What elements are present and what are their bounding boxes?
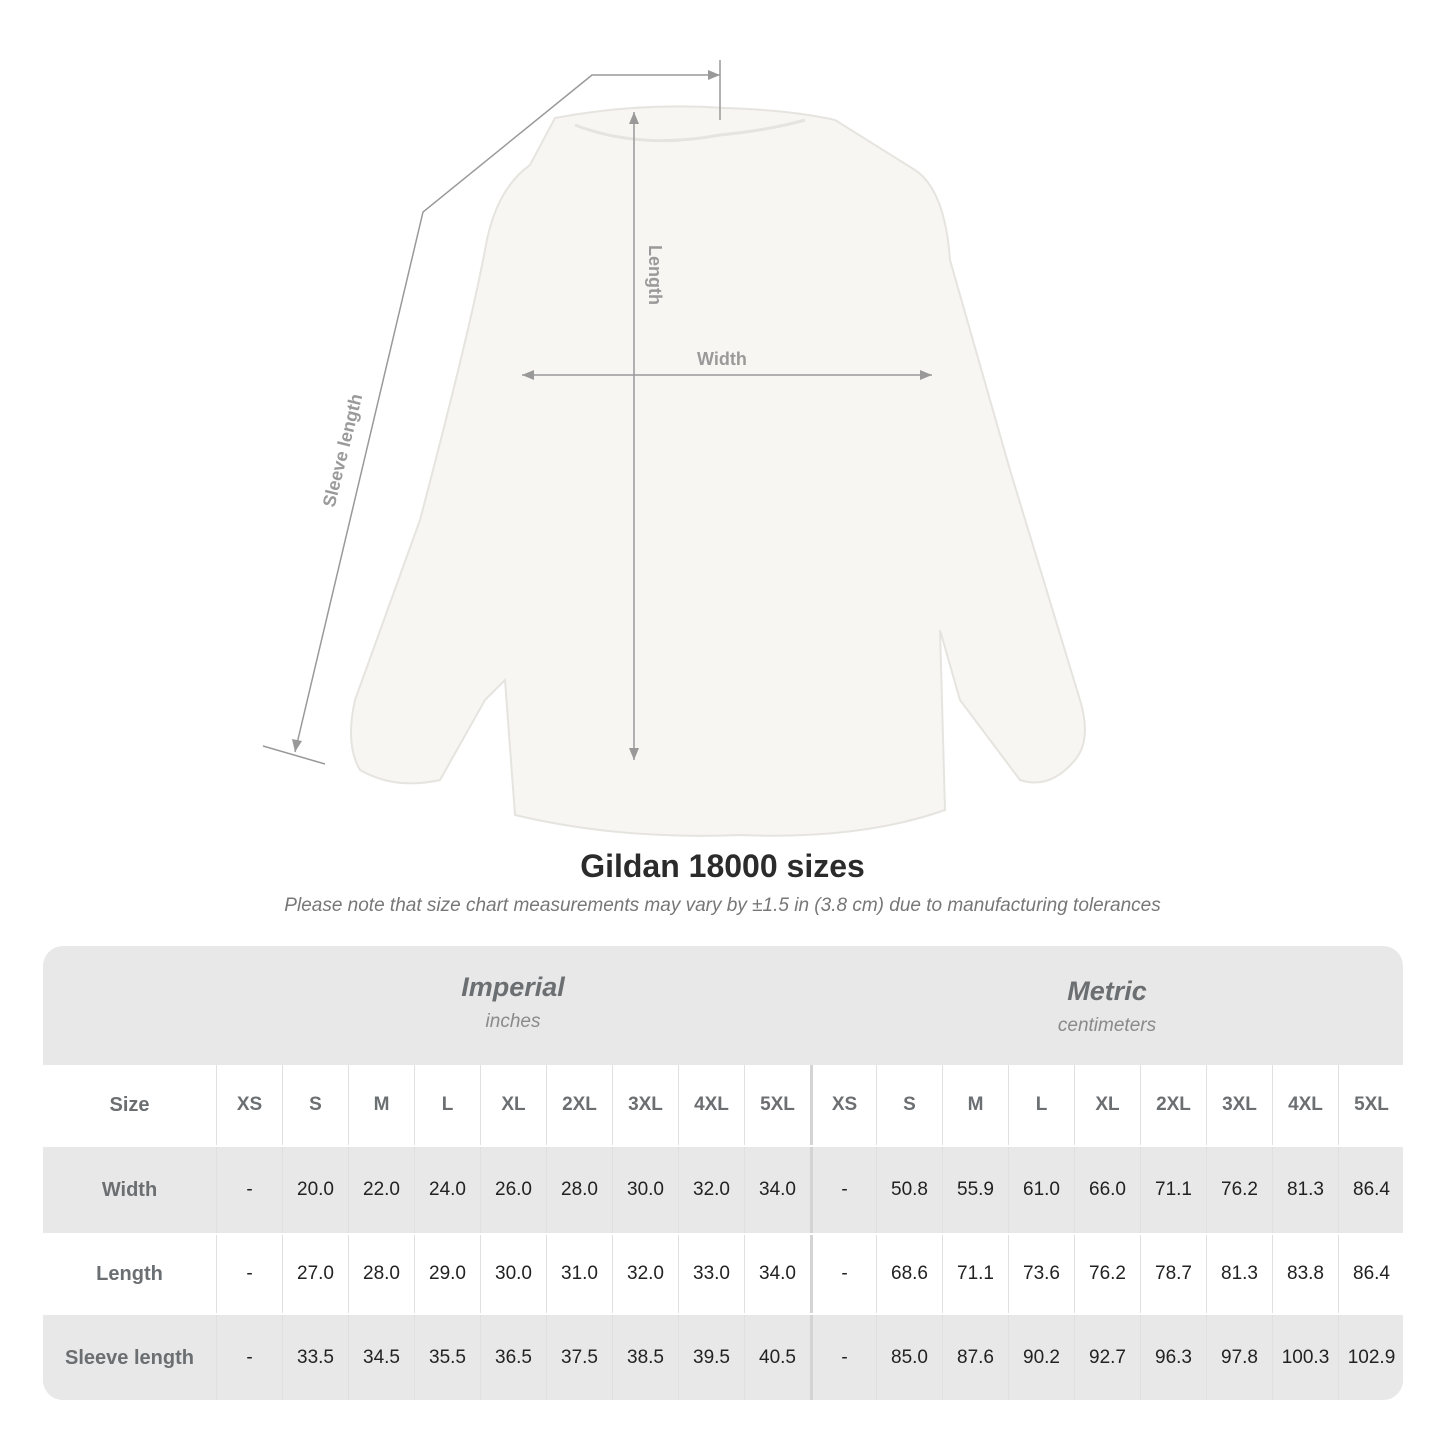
sweatshirt-diagram xyxy=(262,60,1086,837)
table-cell: 61.0 xyxy=(1008,1147,1074,1233)
table-cell: 83.8 xyxy=(1272,1235,1338,1313)
table-cell: 92.7 xyxy=(1074,1315,1140,1400)
size-imperial-xs: XS xyxy=(216,1065,282,1145)
size-imperial-m: M xyxy=(348,1065,414,1145)
table-cell: 29.0 xyxy=(414,1235,480,1313)
imperial-subtitle: inches xyxy=(485,1011,541,1032)
table-cell: 86.4 xyxy=(1338,1147,1403,1233)
table-cell: 37.5 xyxy=(546,1315,612,1400)
row-label: Width xyxy=(43,1147,216,1233)
table-cell: 68.6 xyxy=(876,1235,942,1313)
table-cell: 97.8 xyxy=(1206,1315,1272,1400)
table-cell: 30.0 xyxy=(612,1147,678,1233)
width-label: Width xyxy=(697,349,747,369)
table-cell: 35.5 xyxy=(414,1315,480,1400)
table-cell: 81.3 xyxy=(1206,1235,1272,1313)
table-cell: 24.0 xyxy=(414,1147,480,1233)
size-grid: Size XS S M L XL 2XL 3XL 4XL 5XL XS S M L XL 2XL 3XL 4XL 5… xyxy=(43,1065,1403,1400)
table-cell: 34.5 xyxy=(348,1315,414,1400)
table-cell: 40.5 xyxy=(744,1315,810,1400)
size-metric-xs: XS xyxy=(810,1065,876,1145)
tolerance-note: Please note that size chart measurements… xyxy=(284,895,1161,916)
table-cell: 34.0 xyxy=(744,1235,810,1313)
table-cell: 27.0 xyxy=(282,1235,348,1313)
size-imperial-4xl: 4XL xyxy=(678,1065,744,1145)
size-metric-4xl: 4XL xyxy=(1272,1065,1338,1145)
table-cell: 28.0 xyxy=(348,1235,414,1313)
size-metric-5xl: 5XL xyxy=(1338,1065,1403,1145)
table-cell: 71.1 xyxy=(942,1235,1008,1313)
table-cell: 33.0 xyxy=(678,1235,744,1313)
table-cell: 31.0 xyxy=(546,1235,612,1313)
table-cell: 87.6 xyxy=(942,1315,1008,1400)
table-cell: 102.9 xyxy=(1338,1315,1403,1400)
row-label: Sleeve length xyxy=(43,1315,216,1400)
size-metric-3xl: 3XL xyxy=(1206,1065,1272,1145)
row-label: Length xyxy=(43,1235,216,1313)
table-cell: 36.5 xyxy=(480,1315,546,1400)
table-cell: 90.2 xyxy=(1008,1315,1074,1400)
length-label: Length xyxy=(645,245,665,305)
table-cell: 66.0 xyxy=(1074,1147,1140,1233)
table-cell: - xyxy=(216,1315,282,1400)
table-cell: 85.0 xyxy=(876,1315,942,1400)
table-cell: 32.0 xyxy=(612,1235,678,1313)
sweatshirt-image xyxy=(350,105,1086,837)
table-cell: 76.2 xyxy=(1206,1147,1272,1233)
size-metric-xl: XL xyxy=(1074,1065,1140,1145)
size-metric-m: M xyxy=(942,1065,1008,1145)
table-cell: - xyxy=(216,1235,282,1313)
page-title: Gildan 18000 sizes xyxy=(580,848,865,884)
table-cell: 50.8 xyxy=(876,1147,942,1233)
size-metric-2xl: 2XL xyxy=(1140,1065,1206,1145)
table-cell: 20.0 xyxy=(282,1147,348,1233)
table-cell: - xyxy=(810,1147,876,1233)
size-imperial-s: S xyxy=(282,1065,348,1145)
table-cell: 33.5 xyxy=(282,1315,348,1400)
table-cell: 26.0 xyxy=(480,1147,546,1233)
table-cell: 55.9 xyxy=(942,1147,1008,1233)
table-cell: 28.0 xyxy=(546,1147,612,1233)
table-cell: 76.2 xyxy=(1074,1235,1140,1313)
metric-header: Metric centimeters xyxy=(810,946,1403,1063)
size-metric-s: S xyxy=(876,1065,942,1145)
table-cell: 38.5 xyxy=(612,1315,678,1400)
size-imperial-2xl: 2XL xyxy=(546,1065,612,1145)
size-imperial-3xl: 3XL xyxy=(612,1065,678,1145)
size-imperial-5xl: 5XL xyxy=(744,1065,810,1145)
size-imperial-xl: XL xyxy=(480,1065,546,1145)
imperial-header: Imperial inches xyxy=(216,946,810,1063)
size-imperial-l: L xyxy=(414,1065,480,1145)
table-cell: 34.0 xyxy=(744,1147,810,1233)
size-header: Size xyxy=(43,1065,216,1145)
sleeve-length-line xyxy=(294,74,720,753)
table-cell: 22.0 xyxy=(348,1147,414,1233)
size-metric-l: L xyxy=(1008,1065,1074,1145)
size-table: Imperial inches Metric centimeters Size X… xyxy=(43,946,1403,1400)
table-cell: 78.7 xyxy=(1140,1235,1206,1313)
table-cell: 39.5 xyxy=(678,1315,744,1400)
table-cell: 32.0 xyxy=(678,1147,744,1233)
table-cell: 86.4 xyxy=(1338,1235,1403,1313)
table-cell: 30.0 xyxy=(480,1235,546,1313)
metric-subtitle: centimeters xyxy=(1057,1015,1157,1036)
table-cell: 100.3 xyxy=(1272,1315,1338,1400)
table-cell: 71.1 xyxy=(1140,1147,1206,1233)
table-cell: 73.6 xyxy=(1008,1235,1074,1313)
table-cell: - xyxy=(810,1315,876,1400)
table-cell: 81.3 xyxy=(1272,1147,1338,1233)
table-cell: - xyxy=(216,1147,282,1233)
metric-title: Metric xyxy=(1067,976,1147,1006)
imperial-title: Imperial xyxy=(461,972,565,1002)
table-cell: - xyxy=(810,1235,876,1313)
table-cell: 96.3 xyxy=(1140,1315,1206,1400)
